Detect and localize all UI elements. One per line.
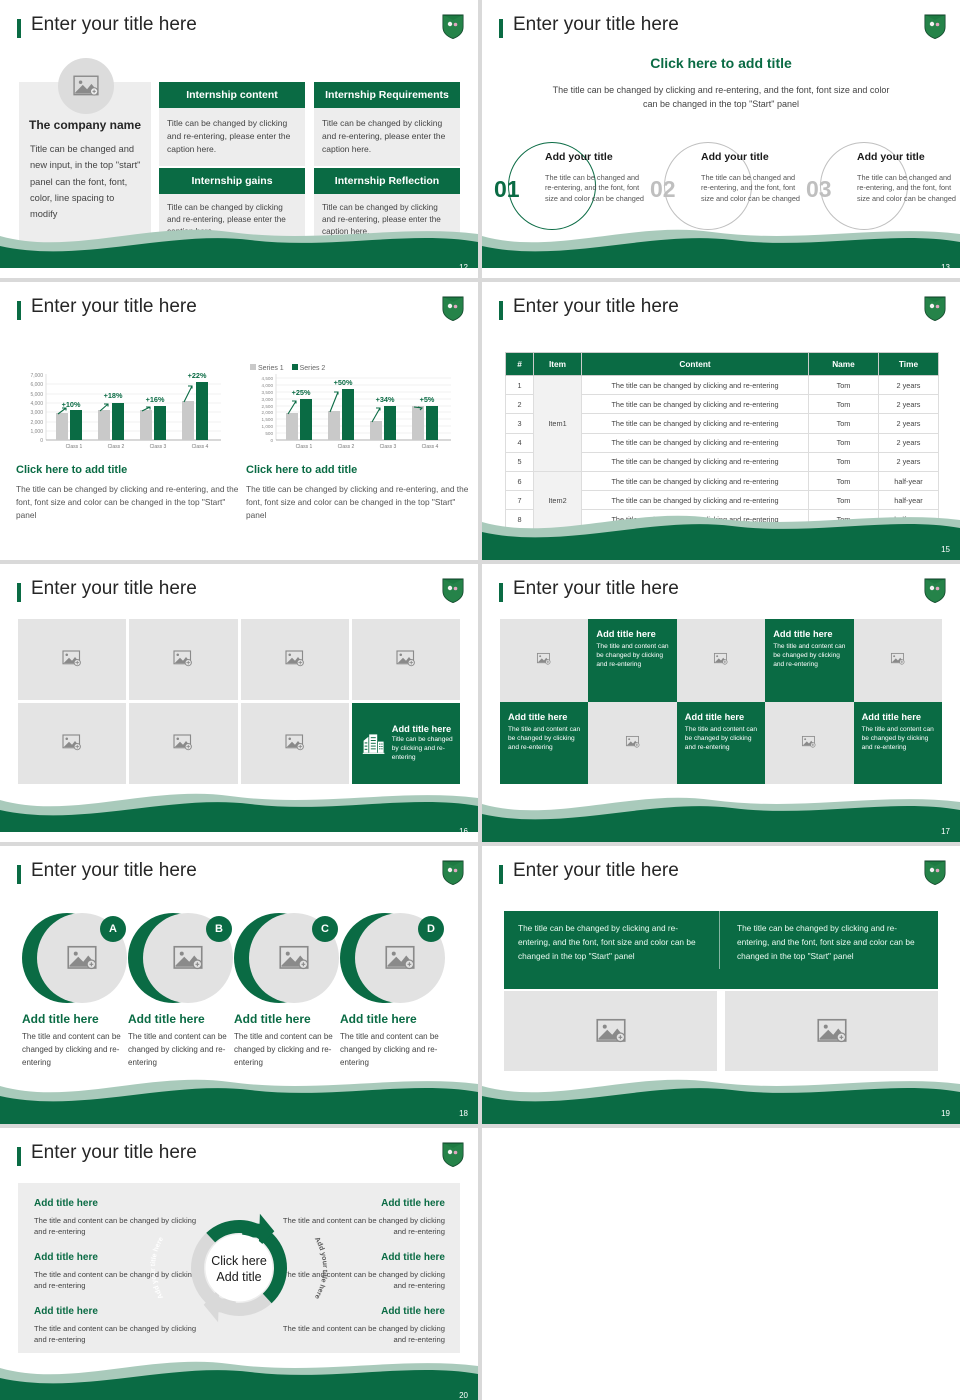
svg-text:Class 3: Class 3 <box>150 444 167 450</box>
svg-text:+25%: +25% <box>292 388 311 397</box>
svg-text:+16%: +16% <box>146 395 165 404</box>
svg-text:3,500: 3,500 <box>262 390 274 395</box>
svg-text:3,000: 3,000 <box>262 397 274 402</box>
svg-text:5,000: 5,000 <box>30 392 43 398</box>
svg-text:4,500: 4,500 <box>262 376 274 381</box>
svg-text:1,000: 1,000 <box>262 424 274 429</box>
svg-text:7,000: 7,000 <box>30 373 43 379</box>
svg-text:2,000: 2,000 <box>262 410 274 415</box>
svg-text:+50%: +50% <box>334 378 353 387</box>
svg-text:4,000: 4,000 <box>262 383 274 388</box>
svg-text:Class 2: Class 2 <box>338 444 355 450</box>
svg-text:1,500: 1,500 <box>262 417 274 422</box>
svg-text:2,500: 2,500 <box>262 404 274 409</box>
svg-text:4,000: 4,000 <box>30 401 43 407</box>
svg-text:500: 500 <box>265 431 273 436</box>
svg-text:2,000: 2,000 <box>30 420 43 426</box>
svg-text:+34%: +34% <box>376 395 395 404</box>
svg-text:1,000: 1,000 <box>30 429 43 435</box>
svg-text:Class 3: Class 3 <box>380 444 397 450</box>
svg-text:Class 1: Class 1 <box>296 444 313 450</box>
svg-text:0: 0 <box>40 438 43 444</box>
svg-text:Class 4: Class 4 <box>422 444 439 450</box>
svg-text:3,000: 3,000 <box>30 410 43 416</box>
svg-text:Class 4: Class 4 <box>192 444 209 450</box>
svg-text:Class 2: Class 2 <box>108 444 125 450</box>
svg-text:+22%: +22% <box>188 372 207 380</box>
svg-text:6,000: 6,000 <box>30 382 43 388</box>
svg-text:0: 0 <box>270 438 273 443</box>
svg-text:+5%: +5% <box>420 395 435 404</box>
svg-text:Class 1: Class 1 <box>66 444 83 450</box>
svg-text:+18%: +18% <box>104 391 123 400</box>
